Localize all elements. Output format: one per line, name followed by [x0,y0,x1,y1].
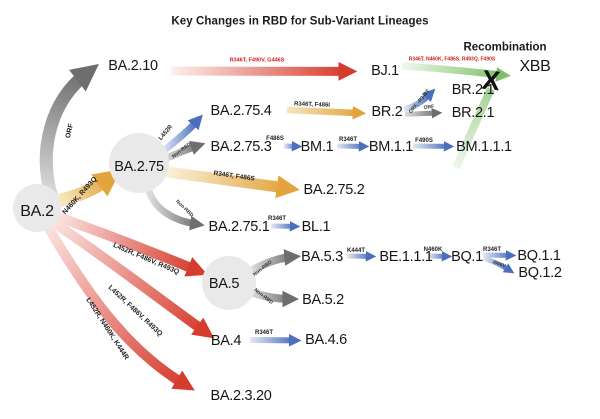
node-xbb: XBB [519,58,551,75]
node-ba2-75-1: BA.2.75.1 [208,218,270,235]
node-bq1-2: BQ.1.2 [518,264,562,281]
arrow-bq1-to-bq12 [482,255,515,274]
arrow-br2-to-br21-lower [404,107,443,119]
edge-label-be111-bq1: N460K [423,247,443,253]
arrow-ba2-to-ba5 [56,212,208,277]
node-bq1-1: BQ.1.1 [517,247,561,264]
recombination-mutations-label: R346T, N460K, F486S, R493Q, F490S [408,56,496,63]
node-ba2-75-3: BA.2.75.3 [210,138,272,155]
node-br2: BR.2 [371,103,403,120]
arrow-ba2-to-ba275 [55,169,122,208]
node-bq1: BQ.1 [451,248,483,265]
arrow-bm111-to-xbb-recombination [452,87,495,170]
recombination-label: Recombination [463,41,547,54]
node-bm1-1-1: BM.1.1.1 [456,138,512,155]
node-ba4-6: BA.4.6 [305,331,347,348]
arrow-br2-to-br21-upper [403,88,436,112]
edge-label-bq1-bq11: R346T [482,247,502,253]
arrow-ba2754-to-br2 [286,105,367,120]
arrow-ba275-to-ba2752 [166,166,300,199]
node-ba2-75-4: BA.2.75.4 [210,102,272,119]
recombination-x-mark: X [480,64,502,97]
arrow-bj1-to-xbb [401,62,511,82]
edge-label-bm1-bm11: R346T [338,137,358,143]
edge-label-ba210-bj1: R346T, F490V, G446S [229,57,285,64]
node-circle-ba5 [202,256,256,310]
arrow-ba2-to-ba4 [51,218,215,339]
node-ba2-75-2: BA.2.75.2 [303,181,365,198]
node-circle-ba2 [13,184,61,232]
node-ba2-75: BA.2.75 [114,158,164,175]
node-ba5-2: BA.5.2 [302,291,344,308]
edge-label-ba4-ba46: R346T [254,330,274,336]
node-bj1: BJ.1 [371,62,399,79]
node-br2-1-upper: BR.2.1 [451,81,495,98]
node-ba5-3: BA.5.3 [301,248,343,265]
node-ba2: BA.2 [20,203,54,220]
arrow-ba2-to-ba2320 [43,224,195,391]
node-bl1: BL.1 [301,218,331,235]
node-ba2-10: BA.2.10 [108,57,158,74]
node-ba4: BA.4 [210,332,242,349]
node-ba2-3-20: BA.2.3.20 [210,387,272,404]
arrow-ba5-to-ba53 [249,249,302,275]
edge-label-ba53-be111: K444T [346,248,366,254]
arrow-ba275-to-ba2751 [145,189,205,231]
node-bm1-1: BM.1.1 [368,138,414,155]
node-br2-1-lower: BR.2.1 [451,104,495,121]
node-circle-ba275 [109,133,169,193]
edge-label-ba2754-br2: R346T, F486I [293,101,331,109]
node-be1-1-1: BE.1.1.1 [379,248,433,265]
edge-label-ba2753-bm1: F486S [266,136,284,142]
edge-label-ba2751-bl1: R346T [267,216,287,222]
edge-label-bm11-bm111: F490S [415,138,433,144]
node-bm1: BM.1 [300,138,334,155]
node-ba5: BA.5 [208,275,240,292]
arrow-ba2-to-ba210 [39,63,99,200]
arrow-ba5-to-ba52 [249,288,300,308]
page-title: Key Changes in RBD for Sub-Variant Linea… [171,15,429,28]
